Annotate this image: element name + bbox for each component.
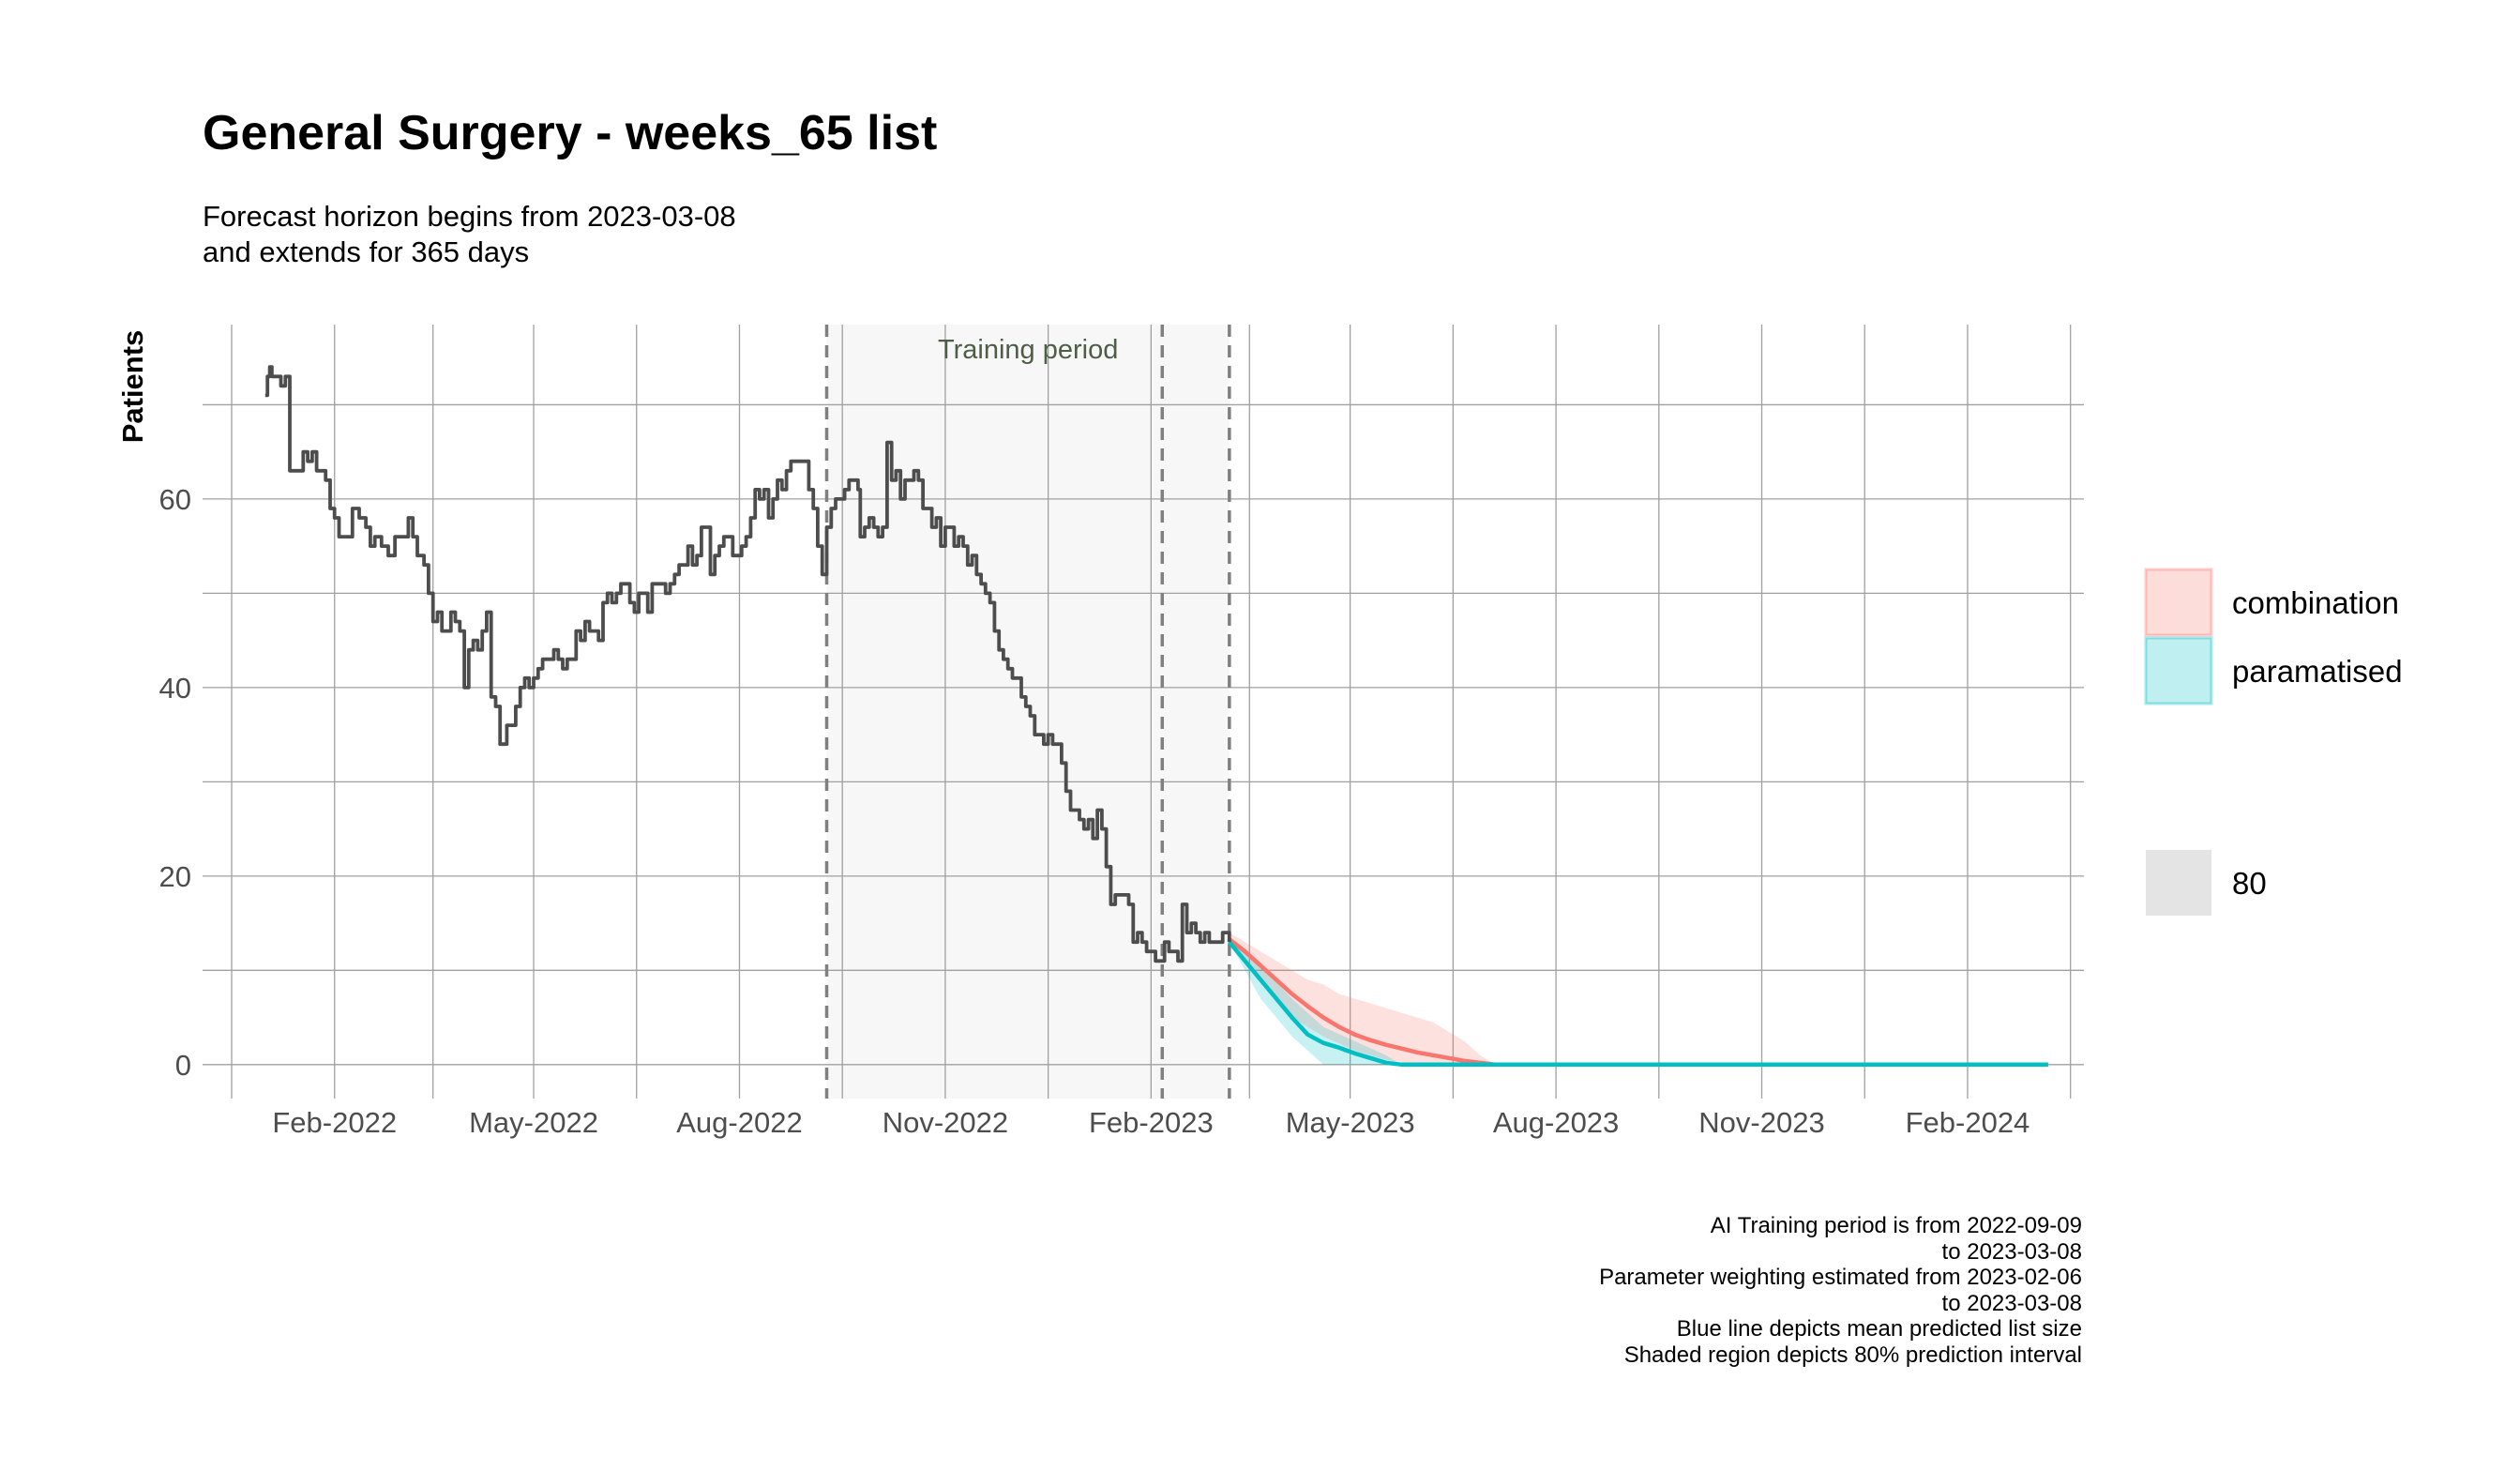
x-tick-label: Feb-2022 [272,1106,397,1139]
caption-line: to 2023-03-08 [1941,1238,2082,1265]
y-axis-title: Patients [116,330,149,444]
caption-line: Shaded region depicts 80% prediction int… [1623,1342,2082,1368]
legend-key-alpha [2146,850,2211,916]
x-tick-label: Nov-2022 [883,1106,1008,1139]
x-tick-label: Aug-2023 [1493,1106,1619,1139]
caption-line: Blue line depicts mean predicted list si… [1676,1316,2082,1342]
legend-key-paramatised [2144,636,2213,705]
y-tick-label: 20 [159,860,191,893]
x-tick-label: Nov-2023 [1698,1106,1824,1139]
x-tick-label: May-2022 [469,1106,598,1139]
combination-mean-line [1228,937,2048,1068]
x-tick-label: Aug-2022 [676,1106,802,1139]
combination-interval-band [1229,933,2048,1065]
x-tick-label: Feb-2024 [1906,1106,2030,1139]
y-tick-label: 40 [159,672,191,705]
paramatised-mean-line [1228,940,2048,1068]
legend-label-paramatised: paramatised [2232,654,2403,689]
y-tick-label: 0 [175,1049,191,1082]
chart-subtitle: Forecast horizon begins from 2023-03-08 … [203,199,736,270]
subtitle-line: Forecast horizon begins from 2023-03-08 [203,200,736,233]
caption-line: to 2023-03-08 [1941,1290,2082,1316]
x-tick-label: May-2023 [1286,1106,1415,1139]
x-tick-label: Feb-2023 [1089,1106,1214,1139]
legend-label-combination: combination [2232,585,2399,620]
training-period-label: Training period [938,335,1118,365]
observed-waiting-list-line [264,365,1231,963]
caption-line: AI Training period is from 2022-09-09 [1710,1213,2082,1238]
paramatised-interval-band [1229,937,2048,1065]
legend-label-alpha: 80 [2232,866,2267,901]
legend-key-combination [2144,568,2213,637]
y-tick-label: 60 [159,483,191,516]
chart-caption: AI Training period is from 2022-09-09 to… [1599,1213,2082,1368]
subtitle-line: and extends for 365 days [203,235,530,268]
caption-line: Parameter weighting estimated from 2023-… [1599,1265,2082,1290]
chart-title: General Surgery - weeks_65 list [203,106,938,160]
